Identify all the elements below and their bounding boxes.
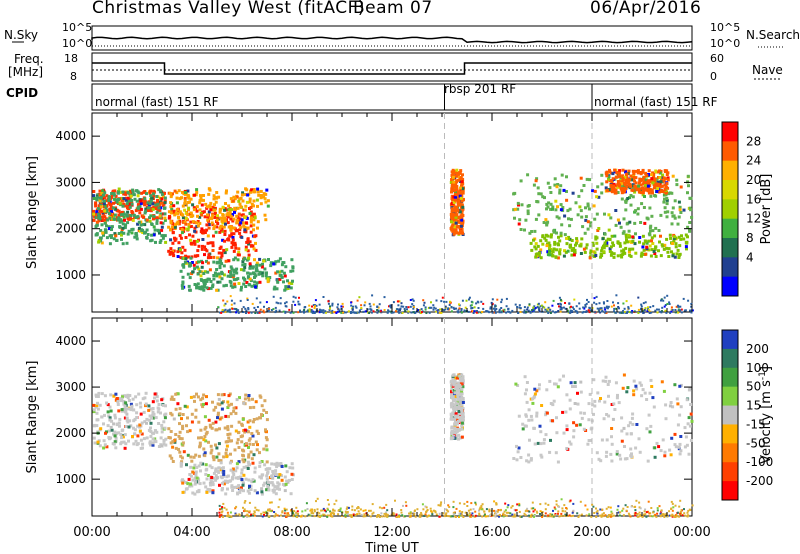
nsky-tick-low: 10^0 <box>62 37 93 50</box>
colorbar-swatch <box>722 257 738 278</box>
mode-label-3: normal (fast) 151 RF <box>594 95 718 109</box>
nsearch-label: N.Search <box>746 28 800 42</box>
beam-label: Beam 07 <box>353 0 433 18</box>
colorbar-swatch <box>722 462 738 482</box>
nsky-label: N.Sky <box>4 28 39 42</box>
velocity-echo-region <box>167 392 269 464</box>
panel-frame-velocity <box>91 317 693 517</box>
y-tick-label: 1000 <box>55 472 86 486</box>
x-tick-label: 20:00 <box>573 525 610 540</box>
velocity-echo-region <box>512 373 694 464</box>
colorbar-swatch <box>722 386 738 407</box>
colorbar-tick-label: 8 <box>746 231 754 245</box>
colorbar-frame <box>721 329 739 501</box>
x-tick-label: 16:00 <box>473 525 510 540</box>
velocity-echo-region <box>92 391 168 450</box>
frequency-line <box>92 62 692 75</box>
x-tick-label: 00:00 <box>673 525 710 540</box>
colorbar-label: Velocity [m s-1] <box>758 366 774 464</box>
nave-tick-high: 60 <box>710 52 724 65</box>
colorbar-swatch <box>722 276 738 297</box>
power-echo-region <box>94 187 168 246</box>
y-tick-label: 4000 <box>55 334 86 348</box>
colorbar-frame <box>721 121 739 297</box>
y-tick-label: 2000 <box>55 222 86 236</box>
x-tick-label: 12:00 <box>373 525 410 540</box>
colorbar-tick-label: 200 <box>746 342 769 356</box>
freq-label: Freq. <box>14 52 44 66</box>
x-tick-label: 08:00 <box>273 525 310 540</box>
colorbar-swatch <box>722 330 738 350</box>
nsearch-tick-high: 10^5 <box>710 21 741 34</box>
power-echo-region <box>167 187 270 232</box>
velocity-echo-region <box>449 373 465 441</box>
colorbar-tick-label: -50 <box>746 436 766 450</box>
power-ground-scatter <box>217 294 694 314</box>
y-tick-label: 2000 <box>55 426 86 440</box>
colorbar-tick-label: 15 <box>746 399 761 413</box>
freq-tick-low: 8 <box>70 70 77 83</box>
colorbar-swatch <box>722 238 738 258</box>
colorbar-tick-label: 24 <box>746 154 761 168</box>
power-echo-region <box>449 168 465 237</box>
colorbar-tick-label: 16 <box>746 192 761 206</box>
nave-label: Nave <box>752 63 783 77</box>
freq-tick-high: 18 <box>64 52 78 65</box>
y-axis-label: Slant Range [km] <box>25 156 40 269</box>
freq-unit: [MHz] <box>8 65 44 79</box>
date-label: 06/Apr/2016 <box>590 0 702 18</box>
colorbar-swatch <box>722 141 738 162</box>
power-echo-region <box>179 256 295 292</box>
colorbar-swatch <box>722 160 738 181</box>
nave-tick-low: 0 <box>710 70 717 83</box>
colorbar-tick-label: 28 <box>746 134 761 148</box>
colorbar-tick-label: 100 <box>746 361 769 375</box>
colorbar-tick-label: 4 <box>746 250 754 264</box>
colorbar-tick-label: 50 <box>746 380 761 394</box>
y-tick-label: 1000 <box>55 268 86 282</box>
cpid-strip-frame <box>91 83 693 111</box>
y-tick-label: 3000 <box>55 175 86 189</box>
x-axis-label: Time UT <box>364 541 418 554</box>
colorbar-tick-label: 12 <box>746 212 761 226</box>
colorbar-swatch <box>722 180 738 200</box>
x-tick-label: 00:00 <box>73 525 110 540</box>
colorbar-tick-label: 20 <box>746 173 761 187</box>
y-tick-label: 4000 <box>55 129 86 143</box>
colorbar-tick-label: -15 <box>746 417 766 431</box>
colorbar-tick-label: -100 <box>746 455 773 469</box>
colorbar-swatch <box>722 405 738 425</box>
nsky-tick-high: 10^5 <box>62 21 93 34</box>
colorbar-swatch <box>722 443 738 463</box>
power-echo-region <box>604 168 670 195</box>
nsearch-tick-low: 10^0 <box>710 37 741 50</box>
y-axis-label: Slant Range [km] <box>25 361 40 474</box>
colorbar-swatch <box>722 348 738 369</box>
velocity-echo-region <box>179 460 295 496</box>
colorbar-label: Power [dB] <box>759 174 774 245</box>
colorbar-swatch <box>722 367 738 388</box>
colorbar-swatch <box>722 218 738 239</box>
velocity-ground-scatter <box>218 497 694 518</box>
colorbar-swatch <box>722 122 738 142</box>
y-tick-label: 3000 <box>55 380 86 394</box>
mode-label-1: normal (fast) 151 RF <box>95 95 219 109</box>
cpid-label: CPID <box>6 86 39 100</box>
mode-label-2: rbsp 201 RF <box>444 82 517 96</box>
radar-title: Christmas Valley West (fitACF) <box>92 0 366 18</box>
colorbar-tick-label: -200 <box>746 474 773 488</box>
nsky-line <box>91 36 693 44</box>
freq-strip-frame <box>91 52 693 82</box>
x-tick-label: 04:00 <box>173 525 210 540</box>
colorbar-swatch <box>722 199 738 220</box>
power-echo-region <box>529 233 689 260</box>
colorbar-swatch <box>722 424 738 444</box>
colorbar-swatch <box>722 481 738 501</box>
